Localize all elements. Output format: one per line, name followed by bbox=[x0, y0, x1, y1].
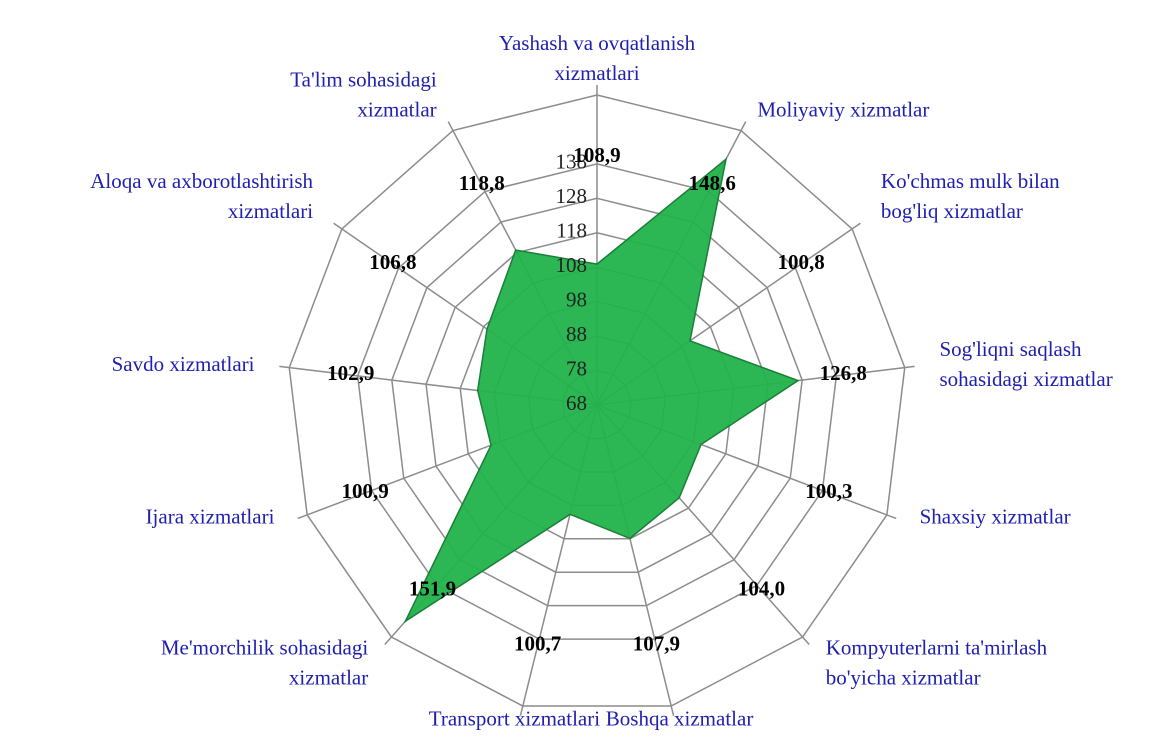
value-label: 100,3 bbox=[805, 479, 852, 503]
category-label: Ta'lim sohasidagi bbox=[290, 67, 437, 91]
value-label: 108,9 bbox=[573, 143, 620, 167]
tick-label: 88 bbox=[566, 322, 587, 346]
data-area bbox=[403, 157, 800, 624]
tick-label: 68 bbox=[566, 391, 587, 415]
outer-ring bbox=[288, 94, 906, 707]
value-label: 118,8 bbox=[459, 171, 505, 195]
category-label: Moliyaviy xizmatlar bbox=[757, 97, 929, 121]
category-label: xizmatlari bbox=[228, 199, 313, 223]
value-label: 100,9 bbox=[341, 479, 388, 503]
category-label: Aloqa va axborotlashtirish bbox=[90, 169, 313, 193]
tick-label: 118 bbox=[556, 219, 587, 243]
category-label: xizmatlar bbox=[289, 665, 368, 689]
grid-ring bbox=[425, 232, 769, 573]
category-label: Transport xizmatlari bbox=[429, 707, 600, 731]
tick-label: 138 bbox=[556, 150, 588, 174]
tick-label: 108 bbox=[556, 253, 588, 277]
value-label: 126,8 bbox=[820, 361, 867, 385]
category-label: sohasidagi xizmatlar bbox=[939, 367, 1112, 391]
category-label: Ijara xizmatlari bbox=[146, 504, 275, 528]
category-label: Savdo xizmatlari bbox=[112, 352, 255, 376]
category-label: bo'yicha xizmatlar bbox=[826, 665, 981, 689]
category-label: Shaxsiy xizmatlar bbox=[920, 504, 1071, 528]
grid-ring bbox=[356, 163, 838, 640]
value-label: 106,8 bbox=[369, 250, 416, 274]
category-label: Kompyuterlarni ta'mirlash bbox=[826, 635, 1048, 659]
value-label: 100,7 bbox=[514, 632, 561, 656]
tick-label: 78 bbox=[566, 356, 587, 380]
grid-ring bbox=[459, 266, 735, 540]
category-label: Boshqa xizmatlar bbox=[606, 707, 754, 731]
tick-label: 128 bbox=[556, 184, 588, 208]
category-label: Me'morchilik sohasidagi bbox=[161, 635, 368, 659]
value-label: 100,8 bbox=[777, 250, 824, 274]
value-label: 104,0 bbox=[738, 576, 785, 600]
value-label: 148,6 bbox=[689, 171, 736, 195]
category-label: Yashash va ovqatlanish bbox=[499, 31, 696, 55]
category-label: Ko'chmas mulk bilan bbox=[881, 169, 1060, 193]
category-label: xizmatlar bbox=[357, 97, 436, 121]
grid-ring bbox=[391, 197, 803, 607]
category-label: bog'liq xizmatlar bbox=[881, 199, 1023, 223]
value-label: 107,9 bbox=[633, 632, 680, 656]
value-label: 102,9 bbox=[327, 361, 374, 385]
category-label: Sog'liqni saqlash bbox=[939, 337, 1082, 361]
tick-label: 98 bbox=[566, 287, 587, 311]
category-label: xizmatlari bbox=[554, 61, 639, 85]
value-label: 151,9 bbox=[409, 576, 456, 600]
